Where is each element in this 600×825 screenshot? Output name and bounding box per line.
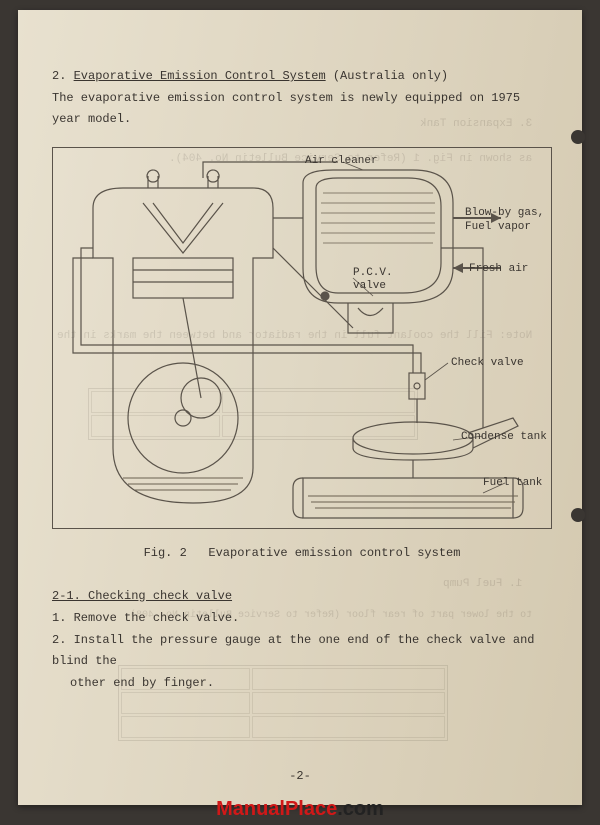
label-fuel-vapor: Fuel vapor: [465, 218, 531, 237]
watermark-tld: .com: [337, 798, 384, 820]
watermark: ManualPlace.com: [0, 798, 600, 821]
punch-hole: [571, 130, 585, 144]
label-air-cleaner: Air cleaner: [305, 152, 378, 171]
label-condense-tank: Condense tank: [461, 428, 547, 447]
figure-number: Fig. 2: [144, 546, 187, 560]
page-number: -2-: [18, 769, 582, 783]
subsection: 2-1. Checking check valve 1. Remove the …: [52, 586, 552, 694]
section-intro: The evaporative emission control system …: [52, 88, 552, 129]
section-heading: 2. Evaporative Emission Control System (…: [52, 66, 552, 86]
section-number: 2.: [52, 69, 66, 83]
label-pcv-2: valve: [353, 277, 386, 296]
section-title: Evaporative Emission Control System: [74, 69, 326, 83]
punch-hole: [571, 508, 585, 522]
figure-text: Evaporative emission control system: [208, 546, 460, 560]
diagram-frame: Air cleaner Blow-by gas, Fuel vapor Fres…: [52, 147, 552, 529]
scanned-page: 3. Expansion Tank as shown in Fig. 1 (Re…: [18, 10, 582, 805]
step-1: 1. Remove the check valve.: [52, 608, 552, 628]
subsection-title-text: 2-1. Checking check valve: [52, 589, 232, 603]
figure-caption: Fig. 2 Evaporative emission control syst…: [52, 543, 552, 563]
page-content: 2. Evaporative Emission Control System (…: [52, 66, 552, 696]
label-fresh-air: Fresh air: [469, 260, 528, 279]
label-fuel-tank: Fuel tank: [483, 474, 542, 493]
step-2a: 2. Install the pressure gauge at the one…: [52, 630, 552, 671]
step-2b: other end by finger.: [52, 673, 552, 693]
label-check-valve: Check valve: [451, 354, 524, 373]
subsection-title: 2-1. Checking check valve: [52, 586, 552, 606]
section-region: (Australia only): [333, 69, 448, 83]
watermark-brand: ManualPlace: [216, 798, 337, 820]
